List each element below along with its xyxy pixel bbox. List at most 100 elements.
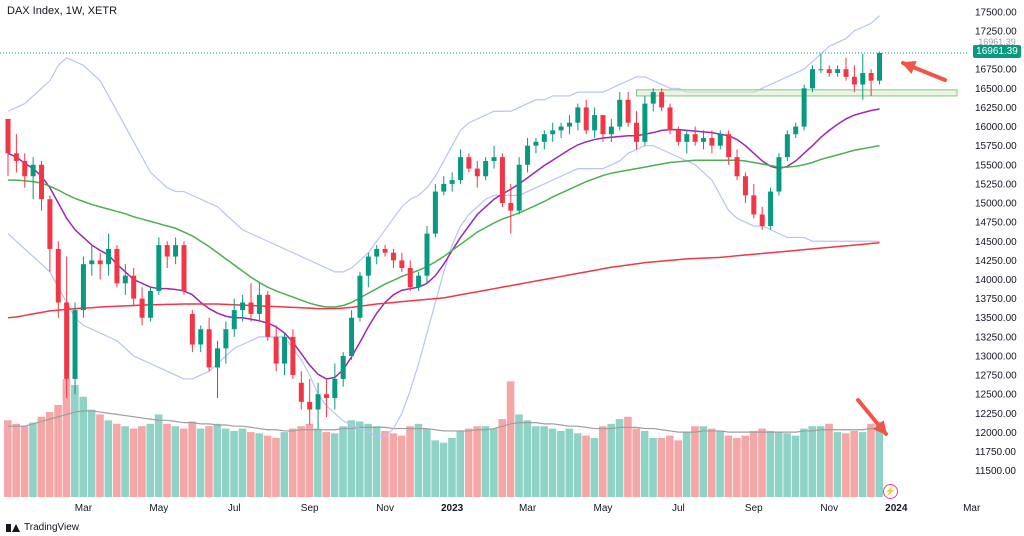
candle-body <box>5 118 11 154</box>
volume-bar <box>347 420 356 497</box>
volume-bar <box>448 438 456 497</box>
volume-bar <box>632 428 641 497</box>
candle-body <box>793 126 799 135</box>
volume-bar <box>523 420 532 497</box>
volume-bar <box>699 426 708 497</box>
candle-body <box>164 245 170 257</box>
candle-body <box>474 168 480 177</box>
time-tick-label: Jul <box>672 503 685 514</box>
volume-bar <box>506 381 515 497</box>
volume-bar <box>381 430 389 497</box>
candle-body <box>189 313 195 345</box>
volume-bar <box>129 428 138 497</box>
candle-body <box>525 145 531 165</box>
candle-body <box>742 176 748 196</box>
price-tick-label: 13000.00 <box>975 351 1017 362</box>
candle-body <box>89 260 95 265</box>
volume-bar <box>163 423 171 497</box>
time-tick-label: Sep <box>745 503 763 514</box>
volume-bar <box>490 428 498 497</box>
volume-bar <box>439 442 448 497</box>
volume-bar <box>406 426 414 497</box>
volume-bar <box>774 432 783 497</box>
price-tick-label: 15500.00 <box>975 160 1017 171</box>
candle-body <box>72 310 78 379</box>
candle-body <box>231 310 237 330</box>
price-tick-label: 14500.00 <box>975 237 1017 248</box>
volume-bar <box>431 440 439 497</box>
volume-bar <box>71 384 79 497</box>
volume-bar <box>355 421 364 497</box>
volume-bar <box>682 432 691 497</box>
candle-body <box>734 157 740 177</box>
volume-bar <box>456 430 465 497</box>
volume-bar <box>263 435 272 497</box>
candles <box>5 51 883 429</box>
annotation-arrow-head <box>872 420 888 436</box>
candle-body <box>181 245 187 291</box>
price-tick-label: 11750.00 <box>975 447 1016 458</box>
candle-body <box>256 294 262 314</box>
price-tick-label: 16500.00 <box>975 84 1017 95</box>
candle-body <box>458 157 464 181</box>
candle-body <box>407 268 413 288</box>
candle-body <box>282 336 288 364</box>
volume-bar <box>45 412 54 497</box>
volume-bar <box>875 421 884 497</box>
candle-body <box>642 103 648 142</box>
last-price-value: 16961.39 <box>976 46 1018 57</box>
candle-body <box>566 122 572 127</box>
candle-body <box>634 122 639 142</box>
candle-body <box>592 115 598 131</box>
candle-body <box>156 245 162 291</box>
candle-body <box>843 69 849 77</box>
annotation-arrow-head <box>901 61 917 74</box>
volume-bar <box>657 438 666 497</box>
candle-body <box>357 275 363 318</box>
ma-mid-line <box>8 144 880 308</box>
volume-bar <box>37 416 46 497</box>
time-tick-label: Mar <box>519 503 537 514</box>
time-tick-label: Mar <box>75 503 93 514</box>
volume-bar <box>146 423 155 497</box>
volume-bar <box>272 438 280 497</box>
candle-body <box>759 214 765 226</box>
volume-bar <box>188 421 196 497</box>
volume-bar <box>808 426 817 497</box>
lightning-icon[interactable]: ⚡ <box>883 484 898 499</box>
candle-body <box>868 73 874 81</box>
volume-bar <box>800 428 808 497</box>
candle-body <box>139 298 145 318</box>
volume-bar <box>858 432 867 497</box>
candle-body <box>667 107 673 131</box>
candle-body <box>575 107 581 123</box>
candle-body <box>122 275 128 284</box>
volume-bar <box>557 430 565 497</box>
volume-bar <box>766 430 775 497</box>
volume-bar <box>649 438 657 497</box>
bollinger-upper-line <box>7 15 880 273</box>
price-tick-label: 14250.00 <box>975 256 1017 267</box>
time-tick-label: Jul <box>228 503 241 514</box>
price-tick-label: 13500.00 <box>975 313 1017 324</box>
volume-bar <box>121 426 129 497</box>
tradingview-brand[interactable]: TradingView <box>6 521 79 534</box>
volume-bar <box>540 426 548 497</box>
time-tick-label: 2023 <box>441 503 464 514</box>
candle-body <box>550 130 556 135</box>
chart-title: DAX Index, 1W, XETR <box>7 5 118 17</box>
volume-bar <box>724 435 733 497</box>
ma-slow-line <box>7 242 880 319</box>
volume-bar <box>733 438 741 497</box>
candle-body <box>483 160 489 177</box>
volume-bar <box>322 432 331 497</box>
price-tick-label: 15750.00 <box>975 141 1017 152</box>
volume-bar <box>154 414 163 497</box>
candle-body <box>13 153 19 161</box>
candle-body <box>717 134 723 146</box>
price-tick-label: 12750.00 <box>975 371 1017 382</box>
time-tick-label: May <box>149 503 168 514</box>
candle-body <box>851 76 857 85</box>
candle-body <box>617 99 623 127</box>
